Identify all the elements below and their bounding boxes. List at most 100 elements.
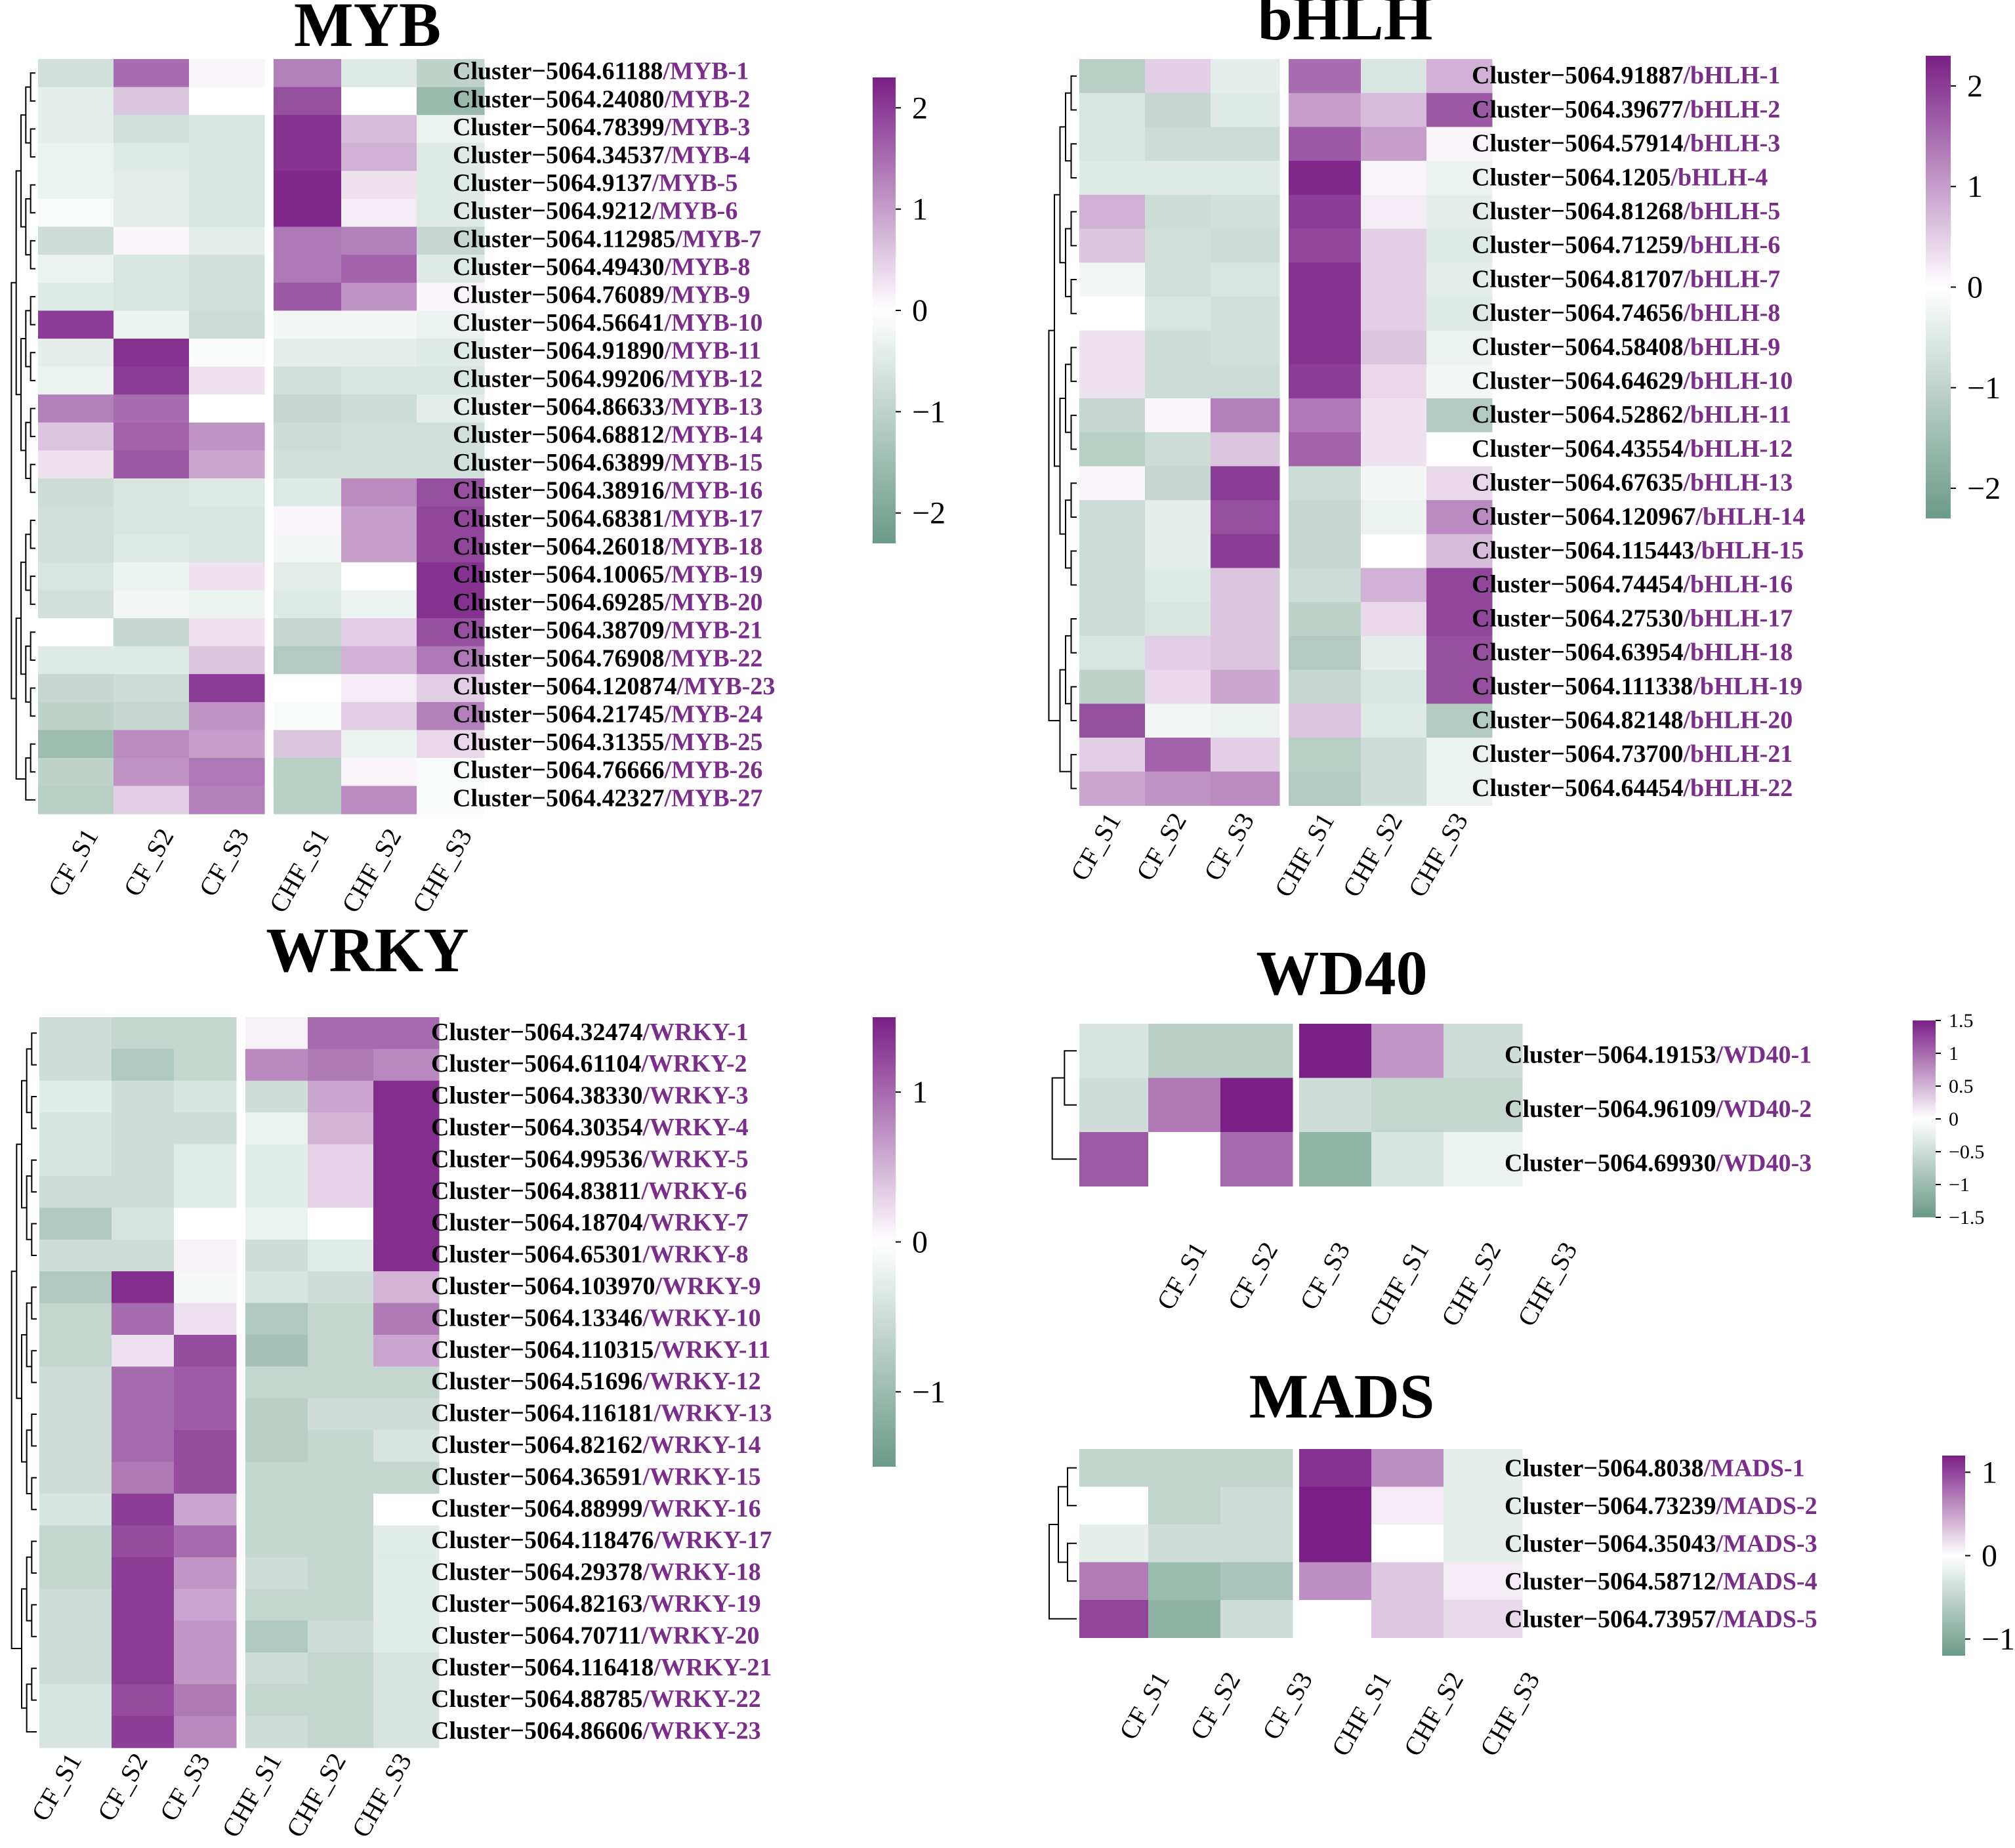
bhlh-heatmap-cell [1361,466,1427,501]
wd40-heatmap-cell [1299,1078,1372,1133]
wd40-legend-tick-label: 1 [1949,1043,1959,1064]
wrky-heatmap-cell [373,1271,440,1304]
wrky-column-label: CF_S3 [154,1748,216,1826]
bhlh-heatmap-cell [1426,771,1493,806]
bhlh-heatmap-cell [1079,466,1146,501]
myb-heatmap-cell [114,562,190,591]
mads-row-label: Cluster−5064.58712/MADS-4 [1505,1568,1818,1595]
wrky-heatmap-cell [174,1271,237,1304]
myb-heatmap-cell [189,226,265,255]
bhlh-dendrogram-branch [1070,482,1077,518]
wd40-heatmap-cell [1371,1132,1444,1186]
myb-heatmap-cell [189,450,265,479]
wrky-dendrogram-branch [31,1540,37,1574]
bhlh-row-gene-name: /bHLH-4 [1670,163,1768,191]
wrky-dendrogram-branch [31,1350,37,1383]
myb-row-cluster-id: Cluster−5064.38709 [453,617,664,644]
bhlh-heatmap-cell [1211,704,1280,738]
myb-row-gene-name: /MYB-23 [676,673,775,700]
bhlh-heatmap-cell [1079,669,1146,704]
myb-row-gene-name: /MYB-25 [663,728,762,756]
wrky-heatmap-cell [174,1335,237,1367]
myb-heatmap-cell [114,282,190,311]
wrky-row-label: Cluster−5064.38330/WRKY-3 [431,1082,749,1110]
wrky-heatmap-cell [39,1430,112,1463]
myb-heatmap-cell [274,534,342,563]
wrky-legend-tick-label: 0 [912,1225,928,1260]
myb-row-cluster-id: Cluster−5064.34537 [453,141,664,169]
wrky-heatmap-cell [373,1398,440,1431]
myb-row-label: Cluster−5064.49430/MYB-8 [453,253,750,281]
wrky-row-gene-name: /WRKY-15 [642,1463,760,1490]
myb-row-cluster-id: Cluster−5064.78399 [453,114,664,141]
mads-heatmap-cell [1079,1562,1149,1601]
myb-heatmap-cell [189,562,265,591]
bhlh-heatmap-cell [1079,534,1146,568]
myb-heatmap-cell [274,506,342,535]
myb-heatmap-cell [274,142,342,171]
bhlh-row-gene-name: /bHLH-14 [1695,503,1805,530]
wrky-row-label: Cluster−5064.110315/WRKY-11 [431,1336,770,1364]
wrky-heatmap-cell [308,1589,374,1622]
myb-heatmap-cell [189,786,265,814]
myb-heatmap-cell [417,478,485,507]
myb-dendrogram-branch [30,72,35,102]
bhlh-row-cluster-id: Cluster−5064.57914 [1472,130,1683,158]
bhlh-row-cluster-id: Cluster−5064.67635 [1472,469,1683,497]
wrky-heatmap-cell [308,1049,374,1082]
myb-heatmap-cell [341,59,417,88]
myb-heatmap-cell [38,590,114,619]
myb-dendrogram-branch [15,170,21,396]
wrky-row-cluster-id: Cluster−5064.116181 [431,1400,654,1427]
wrky-heatmap-cell [112,1080,175,1113]
myb-heatmap-cell [38,534,114,563]
myb-row-gene-name: /MYB-9 [663,281,750,308]
wrky-dendrogram-branch [21,1588,27,1709]
wrky-row-label: Cluster−5064.32474/WRKY-1 [431,1018,749,1046]
bhlh-heatmap-cell [1289,296,1361,331]
myb-row-label: Cluster−5064.99206/MYB-12 [453,365,762,392]
wd40-row-gene-name: /WD40-2 [1715,1095,1812,1123]
wrky-row-gene-name: /WRKY-9 [654,1272,760,1300]
bhlh-row-label: Cluster−5064.74454/bHLH-16 [1472,571,1793,598]
myb-heatmap-cell [417,422,485,451]
myb-heatmap-cell [189,394,265,423]
bhlh-row-gene-name: /bHLH-12 [1682,435,1793,463]
myb-legend-tick-label: 0 [912,293,928,328]
wrky-row-gene-name: /WRKY-14 [642,1431,760,1459]
bhlh-heatmap-cell [1361,127,1427,161]
myb-row-label: Cluster−5064.68381/MYB-17 [453,505,762,532]
bhlh-heatmap-cell [1361,500,1427,535]
myb-row-cluster-id: Cluster−5064.26018 [453,533,664,560]
bhlh-row-label: Cluster−5064.63954/bHLH-18 [1472,639,1793,666]
mads-column-label: CF_S3 [1257,1667,1319,1745]
myb-heatmap-cell [274,310,342,339]
bhlh-heatmap-cell [1289,364,1361,399]
bhlh-heatmap-cell [1289,635,1361,671]
myb-heatmap-cell [341,282,417,311]
myb-heatmap-cell [189,730,265,759]
myb-heatmap-cell [38,730,114,759]
mads-heatmap-cell [1371,1449,1444,1487]
wrky-heatmap-cell [308,1430,374,1463]
myb-dendrogram-branch [20,114,26,228]
bhlh-heatmap-cell [1079,161,1146,196]
bhlh-heatmap-cell [1079,635,1146,671]
myb-heatmap-cell [417,562,485,591]
wrky-dendrogram-branch [31,1477,37,1511]
bhlh-column-label: CF_S3 [1198,808,1260,886]
bhlh-row-cluster-id: Cluster−5064.64629 [1472,368,1683,395]
myb-heatmap-cell [417,394,485,423]
bhlh-legend-tick-label: 0 [1967,270,1983,305]
wrky-heatmap-cell [174,1049,237,1082]
mads-dendrogram-branch [1067,1542,1077,1582]
wrky-heatmap-cell [308,1239,374,1272]
bhlh-heatmap-cell [1361,364,1427,399]
wrky-row-gene-name: /WRKY-11 [653,1336,770,1364]
wrky-dendrogram-branch [16,1143,22,1399]
myb-heatmap-cell [417,618,485,647]
wd40-title: WD40 [1256,938,1427,1008]
bhlh-heatmap-cell [1361,93,1427,127]
myb-row-cluster-id: Cluster−5064.49430 [453,253,664,281]
bhlh-row-label: Cluster−5064.52862/bHLH-11 [1472,401,1791,429]
